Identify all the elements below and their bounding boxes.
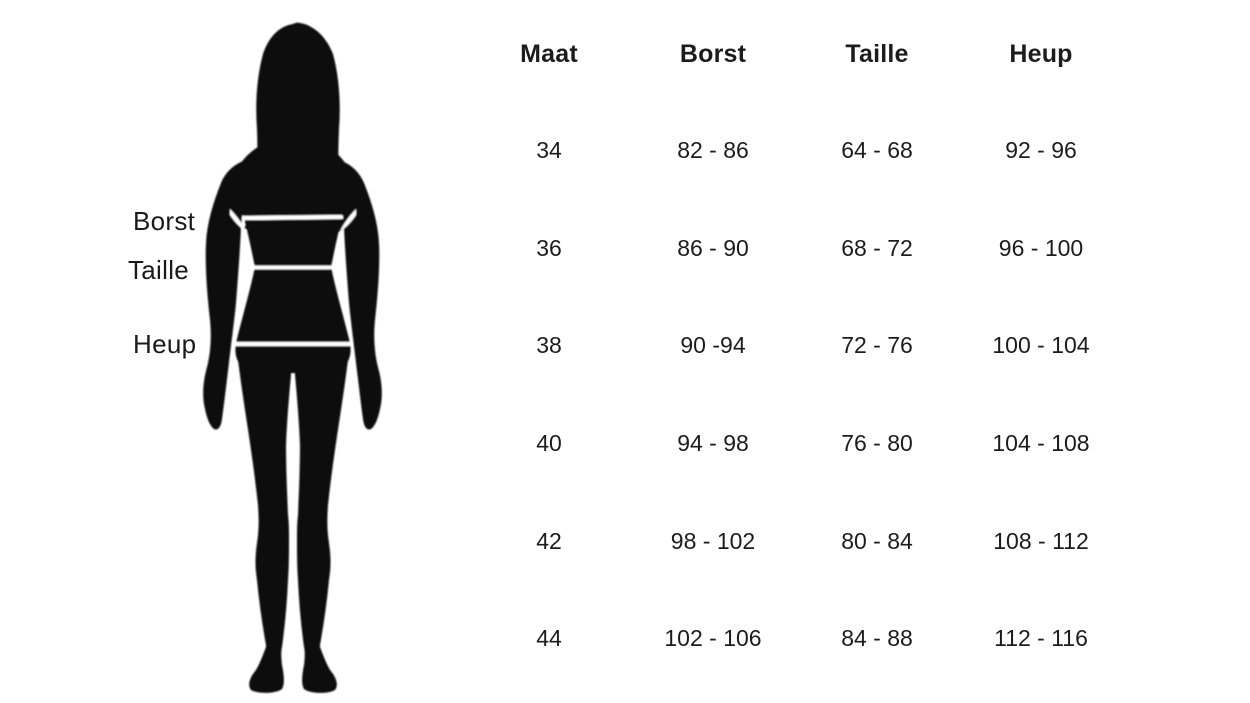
silhouette-head-hair — [244, 22, 347, 241]
hip-cell: 112 - 116 — [994, 625, 1088, 651]
size-cell: 44 — [536, 625, 562, 651]
bust-cell: 86 - 90 — [677, 235, 749, 261]
header-cell-borst: Borst — [679, 40, 747, 68]
bust-cell: 98 - 102 — [670, 528, 756, 554]
header-cell-maat: Maat — [520, 40, 578, 68]
size-cell: 40 — [536, 430, 562, 456]
waist-cell: 76 - 80 — [841, 430, 913, 456]
table-row: 42 98 - 102 80 - 84 108 - 112 — [467, 525, 1123, 557]
bust-cell: 94 - 98 — [677, 430, 749, 456]
waist-cell: 80 - 84 — [841, 528, 913, 554]
table-header-row: Maat Borst Taille Heup — [467, 38, 1123, 70]
size-cell: 34 — [536, 137, 562, 163]
waist-cell: 84 - 88 — [841, 625, 913, 651]
header-cell-heup: Heup — [1009, 40, 1073, 68]
hair-shoulder-notch-right — [340, 209, 356, 231]
table-row: 34 82 - 86 64 - 68 92 - 96 — [467, 134, 1123, 166]
silhouette-left-arm — [203, 159, 251, 430]
table-row: 44 102 - 106 84 - 88 112 - 116 — [467, 622, 1123, 654]
size-table: Maat Borst Taille Heup 34 82 - 86 64 - 6… — [467, 0, 1123, 703]
size-cell: 38 — [536, 332, 562, 358]
female-silhouette — [203, 22, 382, 693]
hair-shoulder-notch-left — [230, 209, 246, 231]
hip-cell: 96 - 100 — [998, 235, 1084, 261]
bust-cell: 102 - 106 — [664, 625, 762, 651]
size-cell: 42 — [536, 528, 562, 554]
hip-cell: 100 - 104 — [992, 332, 1090, 358]
bust-cell: 90 -94 — [680, 332, 746, 358]
hip-cell: 104 - 108 — [992, 430, 1090, 456]
figure-label-hip: Heup — [133, 329, 197, 359]
silhouette-right-leg — [295, 343, 350, 693]
bust-cell: 82 - 86 — [677, 137, 749, 163]
table-row: 38 90 -94 72 - 76 100 - 104 — [467, 329, 1123, 361]
header-cell-taille: Taille — [845, 40, 909, 68]
waist-cell: 64 - 68 — [841, 137, 913, 163]
waist-cell: 72 - 76 — [841, 332, 913, 358]
figure-label-waist: Taille — [128, 255, 190, 285]
silhouette-left-leg — [236, 343, 291, 693]
table-row: 36 86 - 90 68 - 72 96 - 100 — [467, 232, 1123, 264]
hip-cell: 92 - 96 — [1005, 137, 1077, 163]
waist-cell: 68 - 72 — [841, 235, 913, 261]
hip-cell: 108 - 112 — [993, 528, 1089, 554]
bust-measure-line — [241, 214, 344, 221]
table-row: 40 94 - 98 76 - 80 104 - 108 — [467, 427, 1123, 459]
size-cell: 36 — [536, 235, 562, 261]
figure-label-bust: Borst — [133, 206, 196, 236]
